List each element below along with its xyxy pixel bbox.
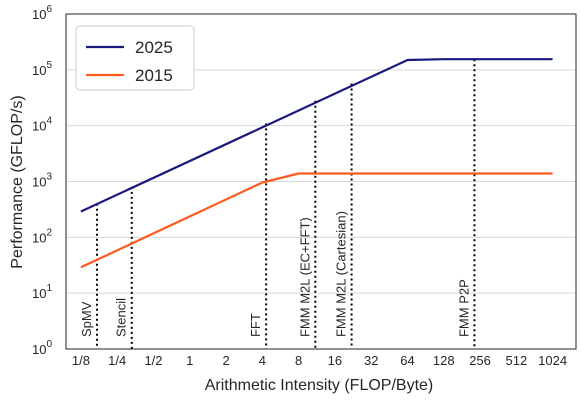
- x-axis-label: Arithmetic Intensity (FLOP/Byte): [205, 377, 434, 394]
- x-tick-label: 2: [222, 353, 229, 368]
- x-tick-label: 16: [328, 353, 342, 368]
- y-tick-base: 10: [32, 342, 46, 357]
- y-tick-label: 105: [32, 60, 52, 78]
- y-tick-exponent: 0: [46, 339, 52, 350]
- series-line-2015: [80, 172, 553, 269]
- x-tick-label: 1024: [538, 353, 567, 368]
- x-tick-label: 1/2: [144, 353, 162, 368]
- y-axis-label: Performance (GFLOP/s): [9, 95, 26, 268]
- kernel-markers: SpMV Stencil FFT FMM M2L (EC+FFT) FMM M2L (C…: [79, 59, 476, 349]
- kernel-label: FFT: [248, 313, 263, 337]
- x-tick-label: 128: [433, 353, 455, 368]
- y-tick-base: 10: [32, 63, 46, 78]
- y-tick-base: 10: [32, 175, 46, 190]
- kernel-label: FMM P2P: [456, 279, 471, 337]
- y-tick-base: 10: [32, 230, 46, 245]
- y-tick-base: 10: [32, 286, 46, 301]
- y-tick-label: 106: [32, 4, 52, 22]
- x-tick-label: 1/8: [72, 353, 90, 368]
- y-tick-exponent: 6: [46, 4, 52, 15]
- x-tick-label: 1: [186, 353, 193, 368]
- series-lines: [80, 58, 553, 269]
- y-tick-exponent: 4: [46, 116, 52, 127]
- x-tick-label: 256: [469, 353, 491, 368]
- y-tick-label: 104: [32, 116, 52, 134]
- legend-label: 2025: [135, 38, 173, 57]
- y-tick-label: 101: [32, 283, 52, 301]
- y-tick-label: 102: [32, 227, 52, 245]
- y-tick-label: 100: [32, 339, 52, 357]
- x-tick-label: 4: [259, 353, 266, 368]
- legend-label: 2015: [135, 66, 173, 85]
- y-tick-base: 10: [32, 7, 46, 22]
- x-tick-label: 1/4: [108, 353, 126, 368]
- y-tick-exponent: 5: [46, 60, 52, 71]
- plot-frame: [65, 13, 577, 350]
- kernel-label: SpMV: [79, 301, 94, 337]
- kernel-label: Stencil: [114, 298, 129, 337]
- kernel-label: FMM M2L (EC+FFT): [297, 217, 312, 337]
- x-tick-label: 512: [505, 353, 527, 368]
- y-tick-base: 10: [32, 119, 46, 134]
- legend: 2025 2015: [75, 25, 195, 91]
- y-tick-exponent: 1: [46, 283, 52, 294]
- x-tick-label: 8: [295, 353, 302, 368]
- kernel-label: FMM M2L (Cartesian): [334, 211, 349, 337]
- y-tick-exponent: 2: [46, 227, 52, 238]
- y-tick-exponent: 3: [46, 172, 52, 183]
- series-line-2025: [80, 58, 553, 213]
- y-tick-label: 103: [32, 172, 52, 190]
- x-tick-label: 32: [364, 353, 378, 368]
- x-tick-label: 64: [400, 353, 414, 368]
